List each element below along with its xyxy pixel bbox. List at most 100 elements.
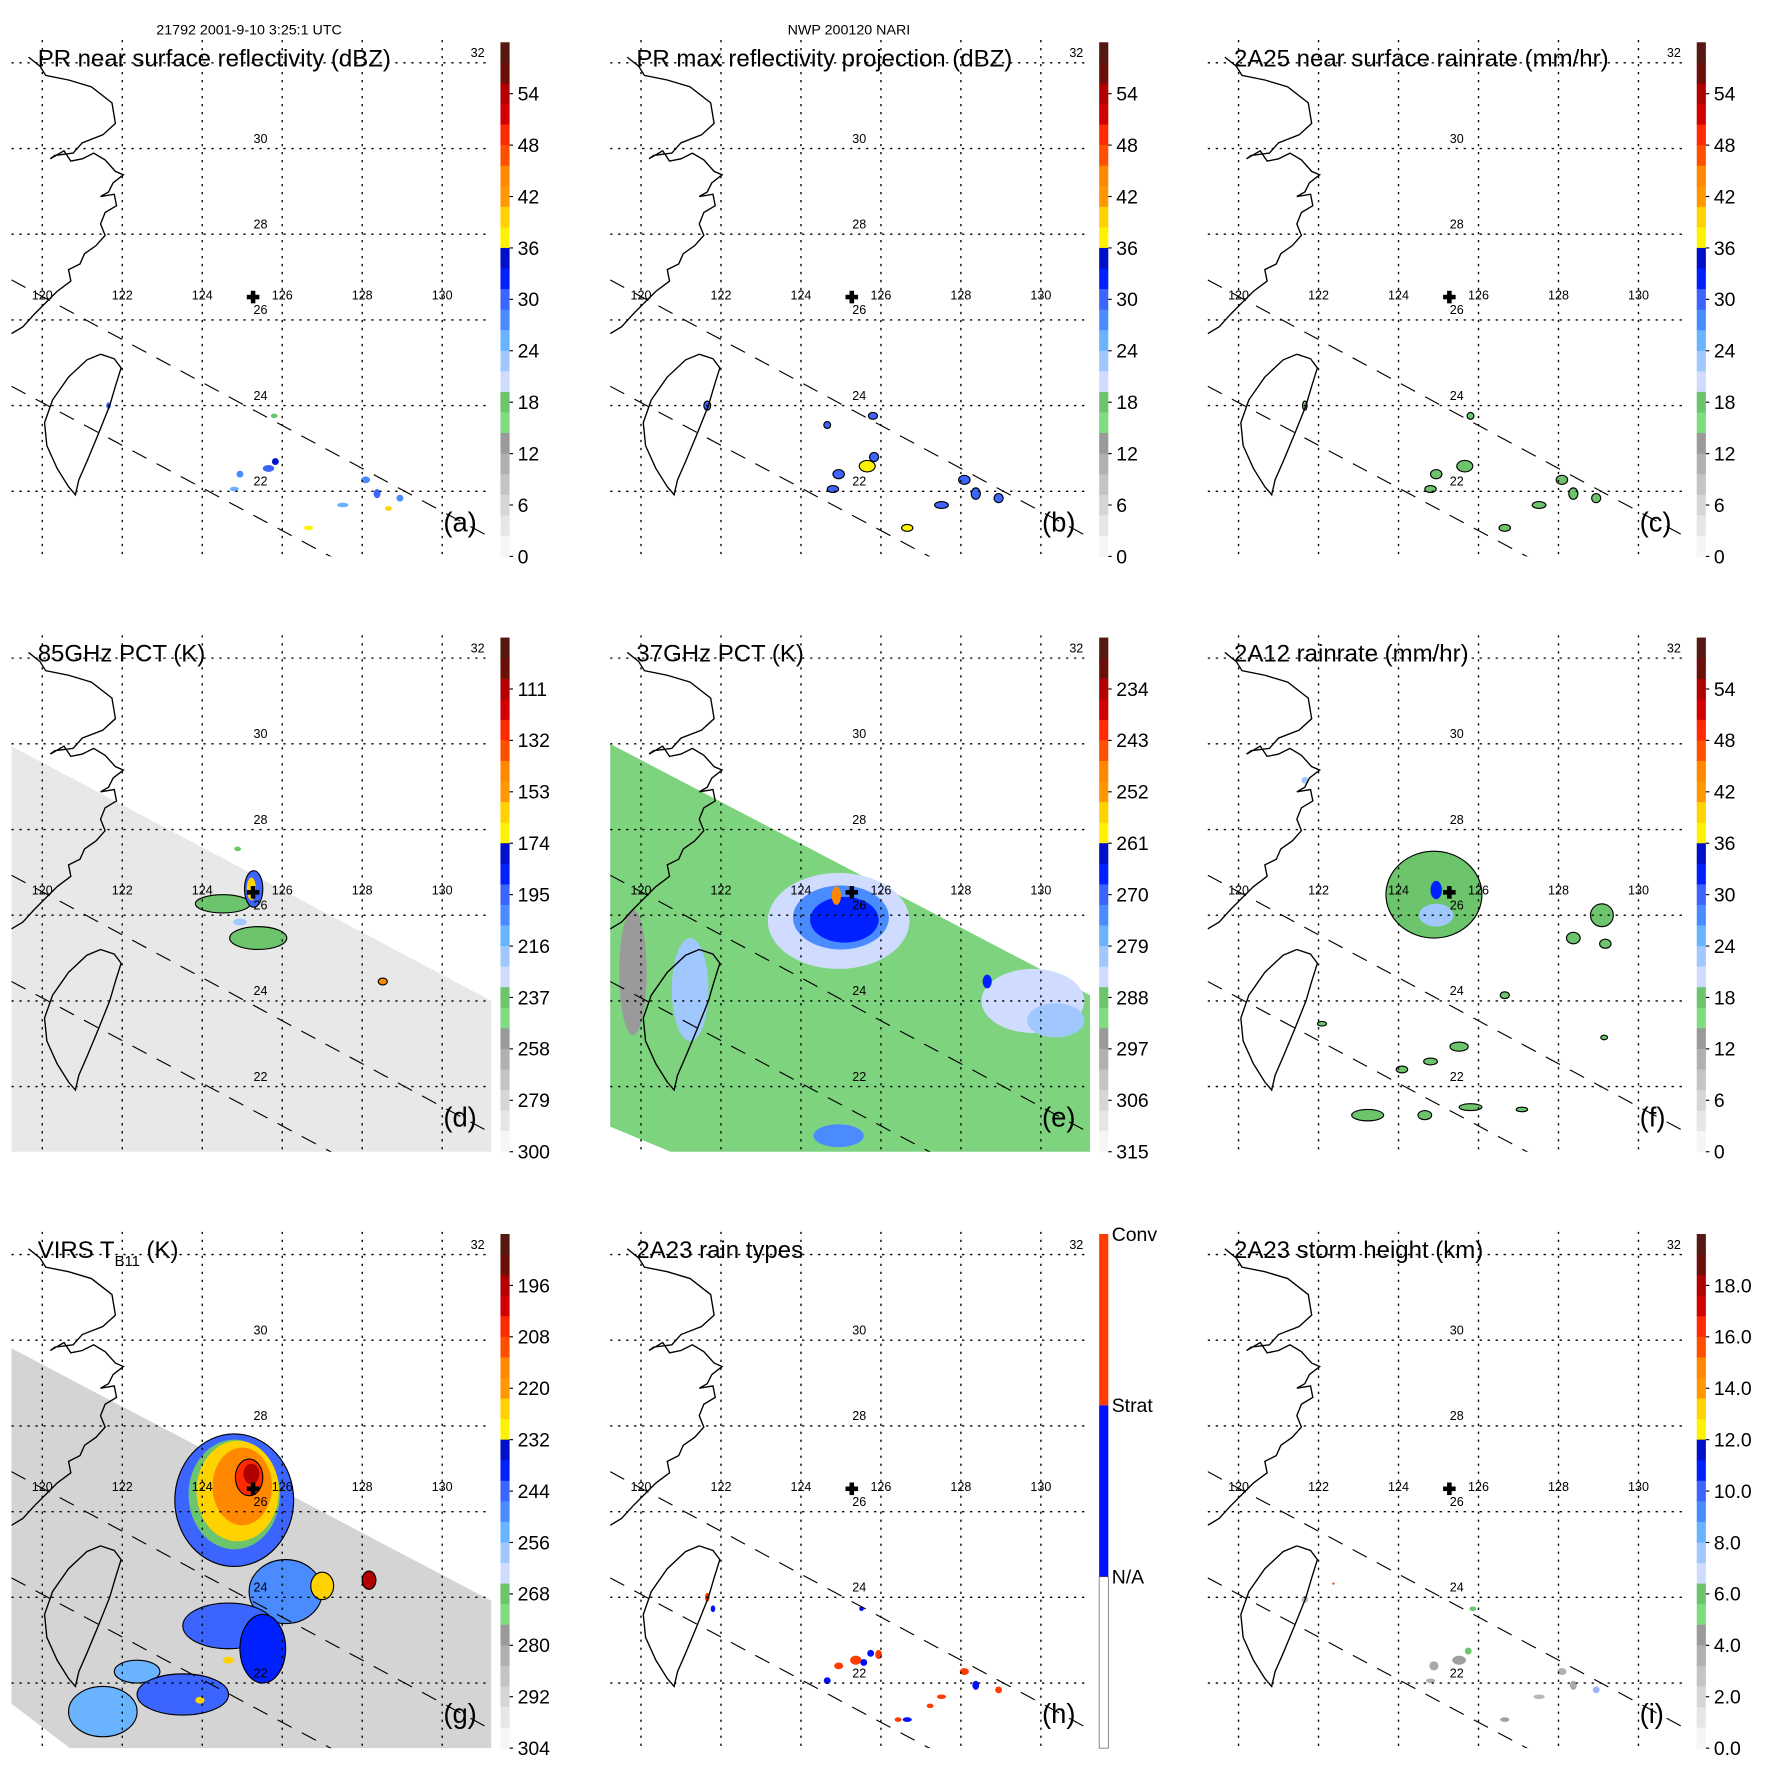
taiwan-coastline (43, 1545, 122, 1688)
colorbar-label: 30 (1116, 289, 1138, 311)
colorbar-swatch (1099, 699, 1109, 721)
precip-cell (1027, 1003, 1085, 1038)
panel-e: 120 122 124 126 128 130 32 30 28 26 24 22 37GHz PCT … (610, 635, 1149, 1164)
colorbar-label: 12 (518, 443, 540, 465)
lat-label: 26 (1450, 1495, 1464, 1509)
colorbar-label: 42 (518, 186, 540, 208)
colorbar: Conv Strat N/A (1098, 1224, 1157, 1749)
panel-letter: (c) (1640, 506, 1672, 537)
colorbar-swatch (500, 740, 510, 762)
precip-cell (377, 977, 388, 986)
colorbar-swatch (1696, 391, 1706, 414)
colorbar-swatch (500, 124, 510, 146)
colorbar-label: 0 (1714, 1142, 1725, 1164)
storm-header: NWP 200120 NARI (788, 22, 911, 38)
colorbar-label: 306 (1116, 1090, 1148, 1112)
colorbar-swatch (1696, 719, 1706, 741)
colorbar-label: 279 (518, 1090, 550, 1112)
colorbar-swatch (500, 1480, 510, 1502)
colorbar-swatch (500, 1686, 510, 1708)
colorbar: 54 48 42 36 30 24 18 12 6 0 (500, 42, 539, 568)
pr-swath-edge (11, 1577, 332, 1749)
colorbar-swatch (1696, 1542, 1706, 1564)
colorbar-swatch (1696, 535, 1706, 558)
taiwan-coastline (642, 1545, 721, 1688)
lon-label: 128 (950, 884, 971, 898)
colorbar-swatch (500, 535, 510, 558)
colorbar-swatch (500, 1563, 510, 1585)
colorbar-swatch (1696, 309, 1706, 331)
colorbar-swatch (1099, 740, 1109, 762)
colorbar-swatch (500, 863, 510, 885)
lon-label: 126 (272, 884, 293, 898)
colorbar-swatch (500, 1542, 510, 1564)
colorbar-swatch (500, 1131, 510, 1153)
panel-letter: (d) (443, 1102, 477, 1133)
colorbar-label: 2.0 (1714, 1687, 1741, 1709)
colorbar-swatch (1099, 802, 1109, 824)
lon-label: 130 (432, 884, 453, 898)
colorbar-swatch (1099, 1131, 1109, 1153)
colorbar-swatch (500, 1460, 510, 1482)
pr-swath-edge (610, 980, 931, 1152)
colorbar-label: 6 (1714, 495, 1725, 517)
lat-label: 28 (1450, 218, 1464, 232)
precip-cell (337, 502, 349, 508)
colorbar-label: 4.0 (1714, 1635, 1741, 1657)
colorbar-swatch (1099, 268, 1109, 290)
colorbar-swatch (1696, 1110, 1706, 1132)
precip-cell (831, 886, 841, 905)
lon-label: 122 (710, 288, 731, 302)
colorbar-swatch (1696, 1645, 1706, 1667)
taiwan-coastline (1240, 1545, 1319, 1688)
colorbar-swatch (500, 1665, 510, 1688)
colorbar-label: 261 (1116, 833, 1148, 855)
colorbar-swatch (500, 699, 510, 721)
colorbar-swatch (1099, 186, 1109, 208)
colorbar-label: 48 (1116, 135, 1138, 157)
lon-label: 124 (790, 288, 811, 302)
lon-label: 130 (1628, 288, 1649, 302)
colorbar-swatch (1099, 515, 1109, 537)
colorbar-swatch (1696, 1501, 1706, 1523)
lat-label: 26 (254, 898, 268, 912)
colorbar-swatch (1099, 1028, 1109, 1050)
colorbar-swatch (1696, 1357, 1706, 1379)
precip-cell (1452, 1655, 1466, 1665)
taiwan-coastline (1240, 353, 1319, 497)
lon-label: 120 (1228, 884, 1249, 898)
panel-h: 120 122 124 126 128 130 32 30 28 26 24 22 2A23 rain … (610, 1224, 1157, 1749)
cross-icon (1443, 290, 1456, 304)
lat-label: 22 (254, 1666, 268, 1680)
lon-label: 120 (631, 1480, 652, 1494)
colorbar-swatch (1099, 165, 1109, 187)
colorbar-swatch (1696, 843, 1706, 865)
china-coastline (11, 56, 125, 335)
panel-i: 120 122 124 126 128 130 32 30 28 26 24 22 2A23 storm… (1207, 1231, 1752, 1760)
pr-swath-edge (1207, 980, 1529, 1152)
colorbar-swatch (500, 1028, 510, 1050)
colorbar-label: 8.0 (1714, 1532, 1741, 1554)
lon-label: 128 (950, 1480, 971, 1494)
lon-label: 124 (790, 1480, 811, 1494)
colorbar-swatch (1099, 103, 1109, 126)
panel-title: 2A23 rain types (636, 1237, 803, 1264)
colorbar-swatch (1696, 103, 1706, 126)
colorbar: 54 48 42 36 30 24 18 12 6 0 (1099, 42, 1138, 568)
colorbar-label: 14.0 (1714, 1378, 1752, 1400)
lon-label: 124 (790, 884, 811, 898)
panel-letter: (h) (1042, 1698, 1076, 1729)
colorbar-swatch (1099, 1090, 1109, 1112)
precip-cell (310, 1571, 335, 1601)
colorbar-swatch (1099, 474, 1109, 496)
colorbar-swatch (500, 1501, 510, 1523)
colorbar-swatch (500, 1357, 510, 1379)
lon-label: 122 (710, 1480, 731, 1494)
colorbar-label: 0.0 (1714, 1738, 1741, 1760)
colorbar-label: 18.0 (1714, 1275, 1752, 1297)
precip-cell (710, 1605, 716, 1613)
precip-cell (834, 1662, 844, 1670)
lon-label: 128 (1548, 1480, 1569, 1494)
panel-letter: (a) (443, 506, 477, 537)
precip-cell (902, 1717, 912, 1722)
